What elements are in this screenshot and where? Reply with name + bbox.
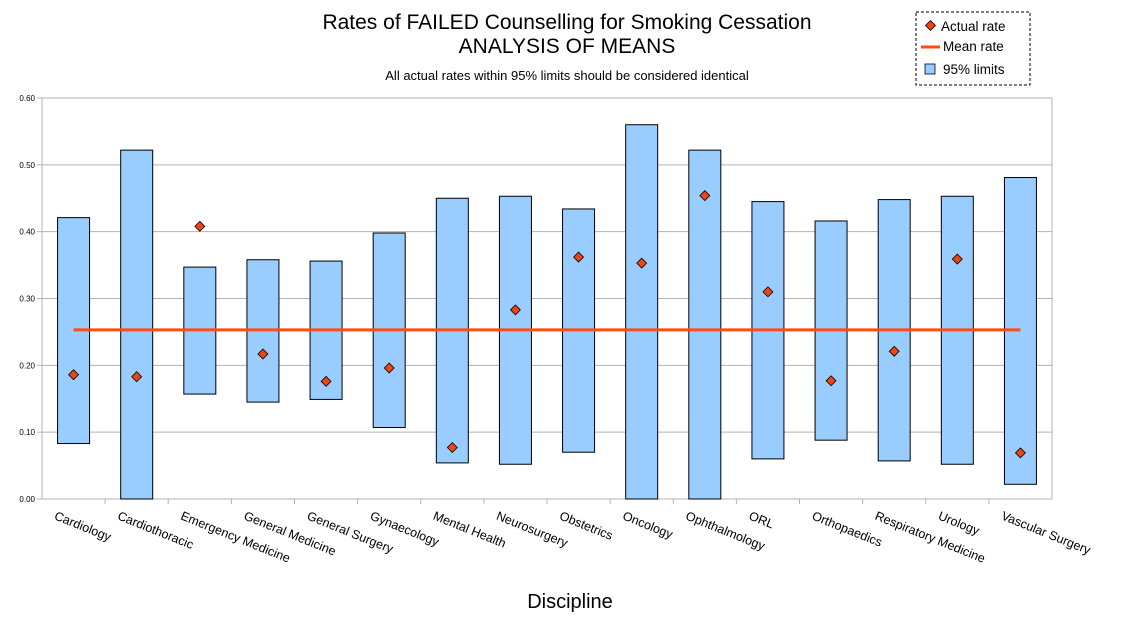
legend-limits-icon bbox=[924, 63, 936, 75]
actual-rate-marker bbox=[320, 375, 332, 387]
actual-rate-marker bbox=[825, 375, 837, 387]
x-axis-label: Discipline bbox=[527, 591, 613, 613]
actual-rate-marker bbox=[636, 257, 648, 269]
x-tick-label: Emergency Medicine bbox=[179, 509, 293, 566]
y-tick-label: 0.40 bbox=[19, 228, 35, 237]
chart-subtitle: All actual rates within 95% limits shoul… bbox=[385, 68, 749, 83]
x-tick-label: Vascular Surgery bbox=[999, 509, 1093, 558]
x-tick-label: Respiratory Medicine bbox=[873, 509, 987, 566]
y-tick-label: 0.60 bbox=[19, 94, 35, 103]
legend: Actual rate Mean rate 95% limits bbox=[915, 11, 1031, 86]
legend-actual-rate: Actual rate bbox=[941, 19, 1006, 34]
actual-rate-marker bbox=[762, 286, 774, 298]
actual-rate-marker bbox=[131, 371, 143, 383]
actual-rate-marker bbox=[888, 345, 900, 357]
x-tick-label: ORL bbox=[747, 509, 776, 532]
legend-limits: 95% limits bbox=[943, 62, 1005, 77]
actual-rate-marker bbox=[1014, 447, 1026, 459]
y-tick-label: 0.30 bbox=[19, 295, 35, 304]
x-tick-label: Cardiology bbox=[52, 509, 113, 545]
actual-rate-marker bbox=[573, 251, 585, 263]
actual-rate-marker bbox=[699, 190, 711, 202]
legend-actual-rate-icon bbox=[924, 19, 937, 32]
actual-rate-marker bbox=[951, 253, 963, 265]
y-tick-label: 0.00 bbox=[19, 495, 35, 504]
y-tick-label: 0.50 bbox=[19, 161, 35, 170]
x-tick-label: Oncology bbox=[621, 509, 676, 542]
x-tick-label: Orthopaedics bbox=[810, 509, 884, 550]
actual-rate-marker bbox=[194, 220, 206, 232]
actual-rate-marker bbox=[446, 442, 458, 454]
chart-title: Rates of FAILED Counselling for Smoking … bbox=[322, 11, 811, 34]
limit-box bbox=[625, 124, 659, 500]
y-axis-ticks: 0.00 0.10 0.20 0.30 0.40 0.50 0.60 bbox=[19, 94, 42, 504]
x-tick-label: Urology bbox=[936, 509, 982, 538]
y-tick-label: 0.10 bbox=[19, 428, 35, 437]
y-tick-label: 0.20 bbox=[19, 361, 35, 370]
limit-box bbox=[120, 149, 154, 500]
actual-rate-marker bbox=[68, 369, 80, 381]
chart-title-line2: ANALYSIS OF MEANS bbox=[459, 35, 676, 58]
actual-rate-marker bbox=[509, 304, 521, 316]
x-tick-label: Neurosurgery bbox=[494, 509, 570, 551]
actual-rate-marker bbox=[383, 362, 395, 374]
limit-box bbox=[688, 149, 722, 500]
actual-rate-marker bbox=[257, 348, 269, 360]
actual-rate-markers bbox=[68, 190, 1026, 459]
legend-mean-rate: Mean rate bbox=[943, 39, 1004, 54]
